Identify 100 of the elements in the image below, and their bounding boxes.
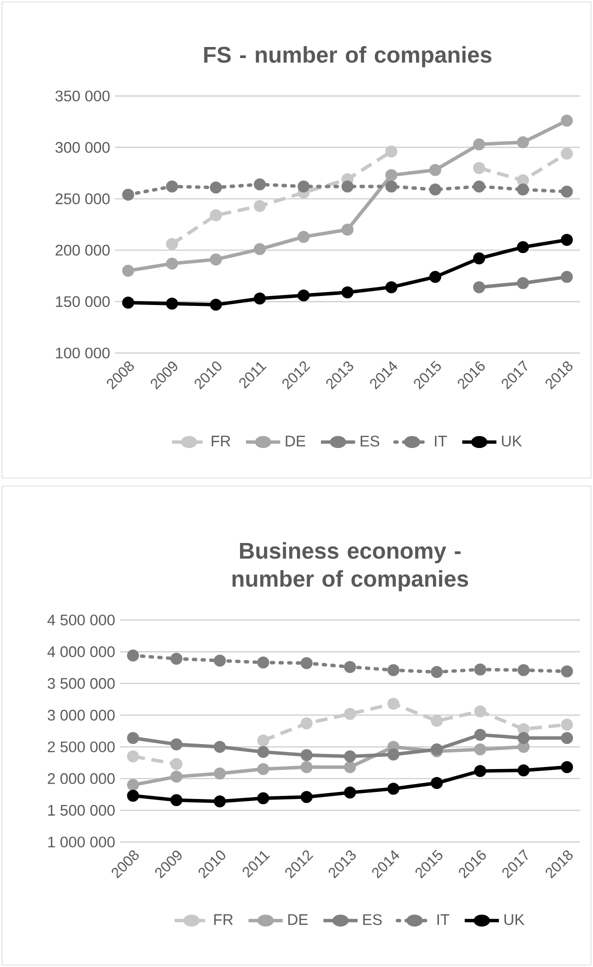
point bbox=[127, 750, 140, 762]
point bbox=[560, 270, 573, 283]
point bbox=[170, 738, 182, 750]
y-tick-label: 2 500 000 bbox=[48, 741, 115, 752]
point bbox=[127, 778, 140, 791]
y-tick-label: 4 500 000 bbox=[47, 614, 115, 626]
point bbox=[300, 761, 313, 774]
point bbox=[127, 790, 140, 802]
point bbox=[430, 666, 443, 678]
point bbox=[385, 146, 398, 158]
point bbox=[473, 162, 486, 174]
legend-label: IT bbox=[437, 914, 450, 925]
point bbox=[473, 138, 486, 150]
point bbox=[170, 652, 182, 665]
point bbox=[166, 258, 178, 270]
point bbox=[430, 777, 443, 790]
point bbox=[257, 763, 270, 776]
point bbox=[298, 289, 310, 302]
point bbox=[122, 296, 134, 309]
point bbox=[254, 292, 266, 305]
point bbox=[210, 182, 222, 194]
y-tick-label: 3 000 000 bbox=[48, 710, 115, 721]
point bbox=[344, 761, 356, 774]
legend-label: DE bbox=[286, 436, 306, 446]
point bbox=[300, 749, 313, 762]
point bbox=[214, 795, 226, 808]
point bbox=[518, 732, 530, 744]
point bbox=[210, 209, 222, 222]
point bbox=[473, 252, 486, 264]
point bbox=[560, 186, 573, 198]
point bbox=[474, 743, 486, 756]
point bbox=[254, 200, 266, 212]
point bbox=[560, 665, 573, 678]
legend-label: FR bbox=[214, 914, 233, 925]
point bbox=[516, 136, 529, 148]
point bbox=[560, 114, 573, 127]
legend-label: UK bbox=[504, 914, 524, 925]
y-tick-label: 2 000 000 bbox=[48, 773, 115, 784]
point bbox=[170, 758, 182, 770]
point bbox=[210, 298, 222, 311]
point bbox=[429, 184, 442, 196]
y-tick-label: 300 000 bbox=[55, 142, 110, 153]
chart-title: Business economy - number of companies bbox=[232, 542, 468, 592]
point bbox=[387, 748, 400, 760]
point bbox=[387, 698, 400, 710]
point bbox=[560, 148, 573, 160]
point bbox=[560, 718, 573, 731]
point bbox=[254, 243, 266, 256]
y-tick-label: 350 000 bbox=[55, 90, 110, 102]
legend-label: ES bbox=[363, 914, 382, 926]
point bbox=[344, 708, 356, 720]
point bbox=[385, 169, 398, 182]
legend-label: IT bbox=[434, 436, 447, 446]
point bbox=[210, 253, 222, 266]
point bbox=[300, 790, 313, 803]
point bbox=[387, 664, 400, 676]
y-tick-label: 1 000 000 bbox=[48, 836, 115, 848]
point bbox=[166, 180, 178, 192]
point bbox=[560, 761, 573, 774]
point bbox=[122, 264, 134, 277]
point bbox=[298, 180, 310, 192]
point bbox=[385, 180, 398, 192]
point bbox=[344, 660, 356, 673]
point bbox=[560, 234, 573, 246]
point bbox=[385, 281, 398, 294]
point bbox=[516, 241, 529, 254]
y-tick-label: 3 500 000 bbox=[48, 678, 115, 689]
point bbox=[342, 224, 354, 236]
point bbox=[300, 657, 313, 670]
point bbox=[127, 650, 140, 662]
point bbox=[518, 764, 530, 776]
point bbox=[344, 786, 356, 799]
point bbox=[473, 180, 486, 192]
y-tick-label: 200 000 bbox=[56, 244, 110, 256]
y-tick-label: 150 000 bbox=[56, 296, 110, 308]
point bbox=[166, 238, 178, 250]
point bbox=[474, 705, 486, 718]
point bbox=[298, 230, 310, 243]
point bbox=[474, 764, 486, 777]
point bbox=[516, 277, 529, 290]
point bbox=[300, 717, 313, 730]
legend-label: DE bbox=[288, 914, 308, 925]
point bbox=[170, 794, 182, 806]
point bbox=[214, 654, 226, 667]
point bbox=[518, 664, 530, 676]
legend-label: FR bbox=[212, 436, 230, 446]
chart-title: FS - number of companies bbox=[204, 46, 492, 68]
point bbox=[516, 174, 529, 186]
point bbox=[214, 740, 226, 753]
point bbox=[429, 270, 442, 283]
point bbox=[127, 732, 140, 744]
legend-label: ES bbox=[360, 436, 380, 447]
point bbox=[474, 663, 486, 676]
point bbox=[430, 714, 443, 727]
point bbox=[214, 768, 226, 780]
point bbox=[560, 732, 573, 744]
point bbox=[516, 184, 529, 196]
point bbox=[257, 734, 270, 747]
point bbox=[342, 286, 354, 298]
point bbox=[387, 782, 400, 795]
